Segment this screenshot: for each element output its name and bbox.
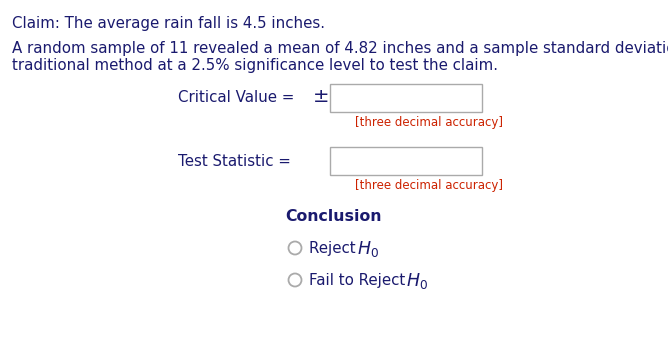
Text: Fail to Reject: Fail to Reject bbox=[309, 272, 410, 288]
Text: Conclusion: Conclusion bbox=[286, 209, 382, 224]
Text: A random sample of 11 revealed a mean of 4.82 inches and a sample standard devia: A random sample of 11 revealed a mean of… bbox=[12, 41, 668, 56]
Text: Test Statistic =: Test Statistic = bbox=[178, 153, 291, 168]
FancyBboxPatch shape bbox=[330, 147, 482, 175]
Text: ±: ± bbox=[313, 88, 329, 106]
Text: traditional method at a 2.5% significance level to test the claim.: traditional method at a 2.5% significanc… bbox=[12, 58, 498, 73]
Text: [three decimal accuracy]: [three decimal accuracy] bbox=[355, 179, 503, 192]
Text: Claim: The average rain fall is 4.5 inches.: Claim: The average rain fall is 4.5 inch… bbox=[12, 16, 325, 31]
Text: [three decimal accuracy]: [three decimal accuracy] bbox=[355, 116, 503, 129]
Text: Reject: Reject bbox=[309, 241, 360, 256]
FancyBboxPatch shape bbox=[330, 84, 482, 112]
Text: $\mathit{H}_0$: $\mathit{H}_0$ bbox=[406, 271, 428, 291]
Text: Critical Value =: Critical Value = bbox=[178, 90, 299, 105]
Circle shape bbox=[289, 241, 301, 255]
Text: $\mathit{H}_0$: $\mathit{H}_0$ bbox=[357, 239, 379, 259]
Circle shape bbox=[289, 273, 301, 287]
